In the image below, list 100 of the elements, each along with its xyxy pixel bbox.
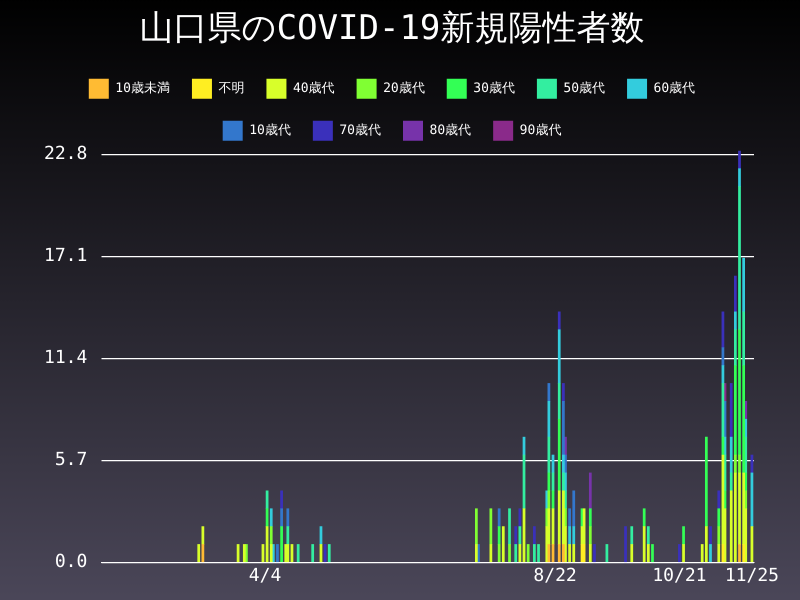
bar bbox=[558, 329, 561, 384]
bar bbox=[266, 526, 268, 562]
bar bbox=[280, 508, 283, 527]
bar bbox=[738, 544, 741, 562]
bar bbox=[280, 490, 283, 510]
y-tick-label: 17.1 bbox=[44, 245, 88, 266]
bar bbox=[548, 401, 550, 438]
legend-label: 30歳代 bbox=[473, 81, 515, 96]
bar bbox=[750, 454, 754, 474]
bar bbox=[558, 490, 561, 545]
bar bbox=[606, 544, 608, 562]
bar bbox=[722, 365, 724, 384]
legend-label: 70歳代 bbox=[339, 123, 382, 138]
bar bbox=[522, 436, 526, 456]
legend-label: 60歳代 bbox=[654, 81, 696, 96]
y-tick-label: 11.4 bbox=[44, 347, 88, 368]
x-tick-label: 10/21 bbox=[652, 564, 707, 586]
bar bbox=[508, 544, 511, 562]
bar bbox=[630, 544, 634, 562]
bar bbox=[320, 544, 322, 562]
bar bbox=[730, 383, 733, 438]
bar bbox=[276, 544, 279, 562]
bar bbox=[502, 526, 505, 562]
x-tick-label: 4/4 bbox=[248, 564, 282, 586]
bar bbox=[498, 544, 501, 562]
bar bbox=[562, 383, 565, 402]
bar bbox=[572, 544, 576, 562]
bar bbox=[722, 347, 724, 366]
bar bbox=[678, 544, 681, 562]
bar bbox=[624, 526, 627, 562]
bar bbox=[558, 383, 561, 420]
bar bbox=[588, 472, 592, 510]
bar bbox=[682, 526, 685, 545]
legend-label: 20歳代 bbox=[383, 81, 425, 96]
bar bbox=[558, 418, 561, 492]
x-tick-label: 8/22 bbox=[533, 564, 577, 586]
bar bbox=[202, 544, 204, 562]
y-tick-label: 5.7 bbox=[54, 449, 88, 470]
chart-title: 山口県のCOVID-19新規陽性者数 bbox=[140, 8, 644, 48]
legend-label: 90歳代 bbox=[520, 123, 562, 138]
bar bbox=[734, 472, 737, 562]
bar bbox=[734, 276, 737, 312]
bar bbox=[709, 526, 712, 545]
legend-label: 不明 bbox=[218, 81, 244, 96]
bar bbox=[514, 544, 518, 562]
y-tick-label: 22.8 bbox=[44, 143, 88, 164]
bar bbox=[266, 508, 268, 527]
bar bbox=[722, 312, 724, 348]
bar bbox=[537, 544, 540, 562]
bar bbox=[290, 544, 294, 562]
bar bbox=[562, 401, 565, 456]
bar bbox=[320, 526, 322, 545]
bar bbox=[490, 544, 492, 562]
bar bbox=[552, 490, 554, 510]
legend-label: 40歳代 bbox=[292, 81, 335, 96]
bar bbox=[738, 150, 741, 170]
bar bbox=[236, 544, 240, 562]
bar bbox=[588, 544, 592, 562]
bar bbox=[552, 472, 554, 492]
bar bbox=[522, 454, 526, 510]
bar bbox=[296, 544, 300, 562]
bar bbox=[582, 508, 586, 545]
legend-label: 50歳代 bbox=[563, 81, 606, 96]
legend-label: 10歳代 bbox=[249, 123, 291, 138]
bar bbox=[722, 544, 724, 562]
bar bbox=[311, 544, 314, 562]
bar bbox=[324, 544, 326, 562]
bar bbox=[242, 544, 246, 562]
bar bbox=[738, 168, 741, 187]
bar bbox=[568, 526, 571, 545]
legend-label: 10歳未満 bbox=[115, 81, 170, 96]
bar bbox=[526, 544, 530, 562]
bar bbox=[704, 436, 708, 527]
legend-label: 80歳代 bbox=[430, 123, 472, 138]
x-tick-label: 11/25 bbox=[724, 564, 780, 586]
bar bbox=[738, 454, 741, 474]
bar bbox=[508, 508, 511, 545]
bar bbox=[704, 526, 708, 562]
bar bbox=[709, 544, 712, 562]
bar bbox=[722, 383, 724, 438]
bar bbox=[552, 544, 554, 562]
bar bbox=[522, 508, 526, 562]
bar bbox=[552, 508, 554, 545]
bar bbox=[651, 544, 654, 562]
bar bbox=[552, 454, 554, 474]
bar bbox=[562, 544, 565, 562]
bar bbox=[197, 544, 200, 562]
bar bbox=[750, 526, 754, 562]
bar bbox=[548, 544, 550, 562]
bar bbox=[533, 544, 536, 562]
bar bbox=[742, 258, 746, 312]
bar bbox=[572, 490, 576, 527]
bar bbox=[328, 544, 331, 562]
bar bbox=[266, 490, 268, 510]
bar bbox=[682, 544, 685, 562]
bar bbox=[280, 526, 283, 562]
bar bbox=[558, 544, 561, 562]
bar bbox=[593, 544, 596, 562]
bar bbox=[742, 544, 746, 562]
bar bbox=[717, 544, 720, 562]
